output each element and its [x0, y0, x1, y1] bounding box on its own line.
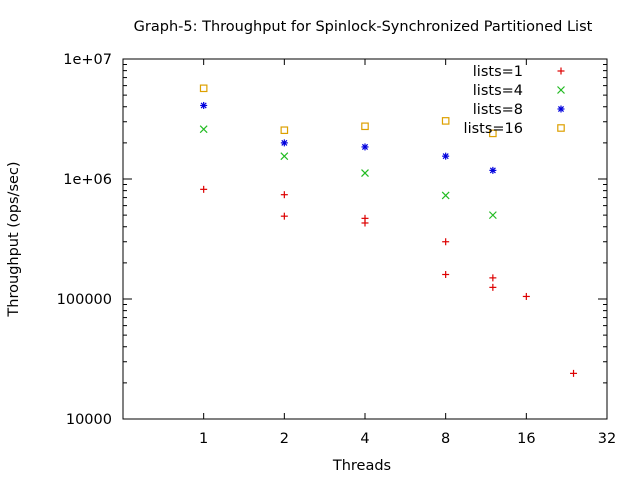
x-tick-label: 16	[517, 431, 535, 447]
y-tick-label: 10000	[66, 412, 112, 428]
data-point	[280, 152, 289, 161]
y-axis-label: Throughput (ops/sec)	[6, 161, 22, 317]
legend-label: lists=8	[473, 102, 523, 118]
plot-frame	[122, 58, 608, 420]
legend-marker	[557, 86, 565, 94]
x-tick-label: 32	[598, 431, 616, 447]
data-point	[442, 152, 450, 160]
data-points	[199, 84, 578, 377]
chart-title: Graph-5: Throughput for Spinlock-Synchro…	[134, 19, 593, 35]
data-point	[441, 191, 450, 200]
data-point	[199, 125, 208, 134]
data-point	[489, 129, 497, 138]
data-point	[200, 101, 208, 109]
data-point	[442, 238, 450, 246]
data-point	[489, 274, 497, 282]
legend-marker	[557, 67, 565, 75]
x-tick-label: 8	[441, 431, 450, 447]
y-tick-label: 1e+07	[63, 52, 112, 68]
series-lists-1	[200, 185, 578, 377]
legend-label: lists=4	[473, 83, 523, 99]
x-tick-label: 2	[280, 431, 289, 447]
data-point	[488, 211, 497, 220]
legend-marker	[557, 105, 565, 113]
x-tick-label: 1	[199, 431, 208, 447]
data-point	[361, 219, 369, 227]
y-tick-label: 1e+06	[63, 172, 112, 188]
legend-label: lists=16	[464, 121, 523, 137]
data-point	[570, 369, 578, 377]
data-point	[522, 292, 530, 300]
data-point	[280, 126, 289, 135]
data-point	[441, 117, 450, 125]
data-point	[442, 271, 450, 279]
y-tick-label: 100000	[57, 292, 112, 308]
data-point	[361, 143, 369, 151]
data-point	[361, 122, 369, 131]
data-point	[280, 139, 288, 147]
data-point	[489, 283, 497, 291]
x-tick-label: 4	[360, 431, 369, 447]
y-axis: 10000 100000 1e+06 1e+07	[57, 52, 607, 428]
x-axis: 1 2 4 8 16 32	[199, 59, 616, 447]
legend: lists=1 lists=4 lists=8 lists=16	[464, 64, 565, 137]
data-point	[361, 169, 369, 178]
legend-label: lists=1	[473, 64, 523, 80]
data-point	[199, 84, 208, 93]
data-point	[200, 185, 208, 193]
series-lists-8	[200, 101, 497, 174]
data-point	[280, 212, 288, 220]
data-point	[489, 166, 497, 174]
legend-marker	[557, 124, 565, 132]
series-lists-4	[199, 125, 497, 220]
x-axis-label: Threads	[332, 458, 391, 474]
data-point	[280, 191, 288, 199]
series-lists-16	[199, 84, 497, 138]
